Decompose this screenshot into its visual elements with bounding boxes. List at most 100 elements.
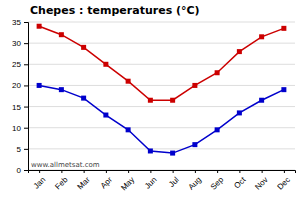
marker bbox=[148, 148, 153, 153]
title: Chepes : temperatures (°C) bbox=[30, 4, 200, 17]
marker bbox=[59, 32, 64, 37]
data bbox=[37, 24, 287, 156]
y-tick-mark bbox=[24, 170, 28, 171]
series-line bbox=[39, 85, 284, 153]
x-tick-mark bbox=[173, 170, 174, 173]
x-tick: Jul bbox=[167, 170, 181, 189]
grid-line bbox=[28, 64, 295, 65]
y-tick-label: 35 bbox=[12, 18, 21, 27]
y-tick-label: 20 bbox=[12, 81, 21, 90]
x-tick: Sep bbox=[209, 170, 226, 192]
y-tick-label: 0 bbox=[17, 166, 22, 175]
marker bbox=[148, 98, 153, 103]
y-tick-label: 30 bbox=[12, 39, 21, 48]
y-tick-mark bbox=[24, 22, 28, 23]
x-tick: Apr bbox=[99, 170, 114, 190]
marker bbox=[192, 142, 197, 147]
marker bbox=[126, 79, 131, 84]
x-tick: Mar bbox=[76, 170, 92, 191]
series-line bbox=[39, 26, 284, 100]
x-tick-label: Dec bbox=[276, 175, 292, 191]
marker bbox=[81, 45, 86, 50]
marker bbox=[170, 151, 175, 156]
x-tick: Oct bbox=[232, 170, 248, 190]
marker bbox=[37, 83, 42, 88]
x-tick-mark bbox=[262, 170, 263, 173]
y-axis-line bbox=[24, 23, 29, 171]
y-tick-label: 25 bbox=[12, 60, 21, 69]
x-tick-mark bbox=[150, 170, 151, 173]
x-tick-label: Feb bbox=[53, 175, 70, 192]
y-tick: 35 bbox=[12, 18, 28, 27]
grid-line bbox=[28, 22, 295, 23]
x-tick-mark bbox=[61, 170, 62, 173]
marker bbox=[170, 98, 175, 103]
y-tick-mark bbox=[24, 149, 28, 150]
grid-line bbox=[28, 148, 295, 149]
x-tick-mark bbox=[39, 170, 40, 173]
y-tick: 30 bbox=[12, 39, 28, 48]
marker bbox=[81, 96, 86, 101]
y-tick: 15 bbox=[12, 103, 28, 112]
x-tick-mark bbox=[128, 170, 129, 173]
y-tick-label: 5 bbox=[17, 145, 22, 154]
x-tick: Jan bbox=[32, 170, 47, 191]
y-tick: 20 bbox=[12, 81, 28, 90]
y-tick: 0 bbox=[17, 166, 28, 175]
y-axis: 0 5 10 15 20 25 30 35 bbox=[12, 18, 28, 175]
y-tick-mark bbox=[24, 85, 28, 86]
x-axis-line bbox=[29, 171, 296, 174]
y-tick: 25 bbox=[12, 60, 28, 69]
x-tick-label: Jul bbox=[167, 175, 181, 189]
plot: 0 5 10 15 20 25 30 35 Jan Feb Mar Apr May Jun Jul Aug Se… bbox=[12, 18, 295, 192]
marker bbox=[103, 113, 108, 118]
series-markers bbox=[37, 83, 287, 156]
x-tick-mark bbox=[239, 170, 240, 173]
x-tick-mark bbox=[217, 170, 218, 173]
marker bbox=[103, 62, 108, 67]
x-tick: Feb bbox=[53, 170, 70, 191]
marker bbox=[281, 26, 286, 31]
x-tick: Dec bbox=[276, 170, 292, 192]
series-markers bbox=[37, 24, 287, 103]
x-tick: Nov bbox=[253, 170, 269, 192]
x-tick-label: Oct bbox=[232, 175, 248, 191]
grid-line bbox=[28, 85, 295, 86]
x-tick-mark bbox=[195, 170, 196, 173]
grid bbox=[28, 22, 295, 170]
marker bbox=[237, 110, 242, 115]
marker bbox=[59, 87, 64, 92]
y-tick-mark bbox=[24, 64, 28, 65]
marker bbox=[192, 83, 197, 88]
marker bbox=[281, 87, 286, 92]
grid-line bbox=[28, 127, 295, 128]
y-tick-mark bbox=[24, 107, 28, 108]
marker bbox=[259, 34, 264, 39]
x-tick-label: Aug bbox=[187, 175, 203, 191]
x-tick: Aug bbox=[187, 170, 203, 192]
x-tick-label: Apr bbox=[99, 175, 114, 190]
x-tick-mark bbox=[284, 170, 285, 173]
marker bbox=[259, 98, 264, 103]
grid-line bbox=[28, 43, 295, 44]
marker bbox=[215, 70, 220, 75]
x-tick-label: Jan bbox=[32, 175, 47, 190]
y-tick: 10 bbox=[12, 124, 28, 133]
y-tick: 5 bbox=[17, 145, 28, 154]
x-tick-mark bbox=[106, 170, 107, 173]
marker bbox=[215, 127, 220, 132]
chart: 0 5 10 15 20 25 30 35 Jan Feb Mar Apr May Jun Jul Aug Se… bbox=[0, 0, 305, 200]
marker bbox=[237, 49, 242, 54]
x-tick-label: May bbox=[119, 175, 136, 192]
x-tick-label: Sep bbox=[209, 175, 226, 192]
x-tick-label: Jun bbox=[143, 175, 158, 190]
y-tick-label: 15 bbox=[12, 103, 21, 112]
x-tick-mark bbox=[84, 170, 85, 173]
x-tick-label: Nov bbox=[253, 175, 269, 191]
x-axis: Jan Feb Mar Apr May Jun Jul Aug Sep Oct Nov Dec bbox=[29, 170, 296, 192]
grid-line bbox=[28, 106, 295, 107]
x-tick: Jun bbox=[143, 170, 158, 191]
y-tick-mark bbox=[24, 43, 28, 44]
x-tick-label: Mar bbox=[76, 175, 92, 191]
marker bbox=[126, 127, 131, 132]
